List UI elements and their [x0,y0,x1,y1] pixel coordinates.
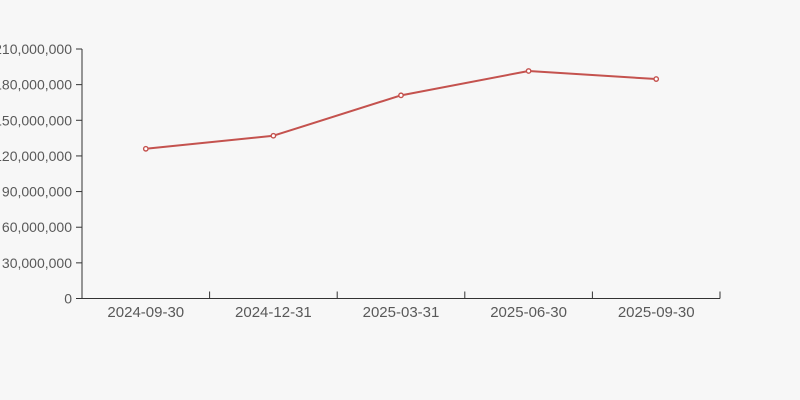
x-axis-tick-label: 2024-12-31 [235,304,312,321]
y-axis-tick-label: 0 [64,291,72,307]
data-point-marker [270,132,277,139]
y-axis-tick-label: 90,000,000 [2,184,72,200]
x-axis-tick-label: 2024-09-30 [107,304,184,321]
y-axis-tick-label: 180,000,000 [0,77,72,93]
y-axis-tick-label: 120,000,000 [0,148,72,164]
y-axis-tick-label: 60,000,000 [2,219,72,235]
data-point-marker [525,68,532,74]
data-point-marker [142,145,149,152]
x-axis-tick-label: 2025-06-30 [490,304,567,321]
x-axis-tick-label: 2025-03-31 [363,304,440,321]
x-axis-tick-label: 2025-09-30 [618,304,695,321]
data-point-marker [398,92,404,99]
y-axis-tick-label: 210,000,000 [0,41,72,57]
data-point-marker [653,76,660,82]
y-axis-tick-label: 150,000,000 [0,112,72,128]
y-axis-tick-label: 30,000,000 [2,255,72,271]
